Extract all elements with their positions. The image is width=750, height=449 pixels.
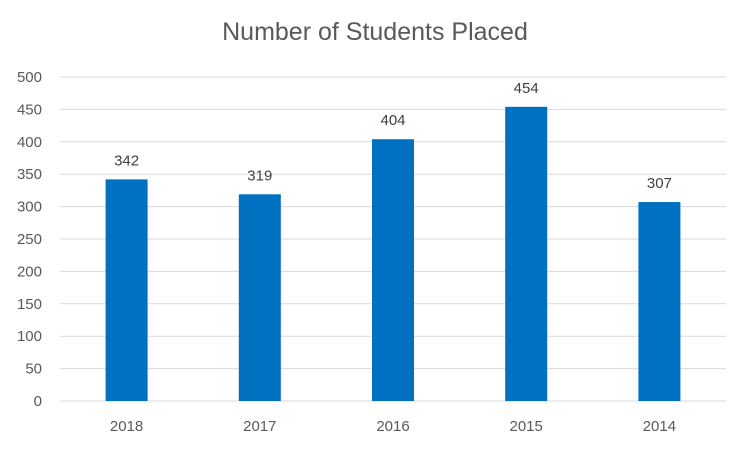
x-tick-label: 2018: [110, 418, 143, 435]
data-label-2015: 454: [514, 80, 539, 97]
data-label-2018: 342: [114, 152, 139, 169]
y-tick-label: 300: [17, 199, 42, 216]
bar-2014: [638, 202, 681, 401]
y-tick-label: 200: [17, 263, 42, 280]
y-tick-label: 100: [17, 328, 42, 345]
x-tick-label: 2015: [510, 418, 543, 435]
data-label-2016: 404: [380, 112, 405, 129]
y-tick-label: 500: [17, 69, 42, 86]
bar-2016: [372, 139, 414, 401]
y-tick-label: 450: [17, 101, 42, 118]
bars: [105, 106, 681, 402]
y-tick-label: 50: [25, 361, 42, 378]
y-tick-label: 0: [34, 393, 42, 410]
x-axis-ticks: 2018 2017 2016 2015 2014: [110, 418, 676, 435]
x-tick-label: 2014: [643, 418, 676, 435]
chart-title: Number of Students Placed: [222, 18, 528, 46]
data-labels: 342 319 404 454 307: [114, 80, 672, 192]
data-label-2014: 307: [647, 175, 672, 192]
data-label-2017: 319: [247, 167, 272, 184]
y-tick-label: 350: [17, 166, 42, 183]
x-tick-label: 2017: [243, 418, 276, 435]
y-tick-label: 250: [17, 231, 42, 248]
bar-2015: [505, 106, 548, 402]
bar-2017: [238, 194, 281, 401]
y-tick-label: 150: [17, 296, 42, 313]
y-axis-ticks: 0 50 100 150 200 250 300 350 400 450 500: [17, 69, 42, 410]
x-tick-label: 2016: [376, 418, 409, 435]
bar-2018: [105, 179, 148, 401]
y-tick-label: 400: [17, 134, 42, 151]
